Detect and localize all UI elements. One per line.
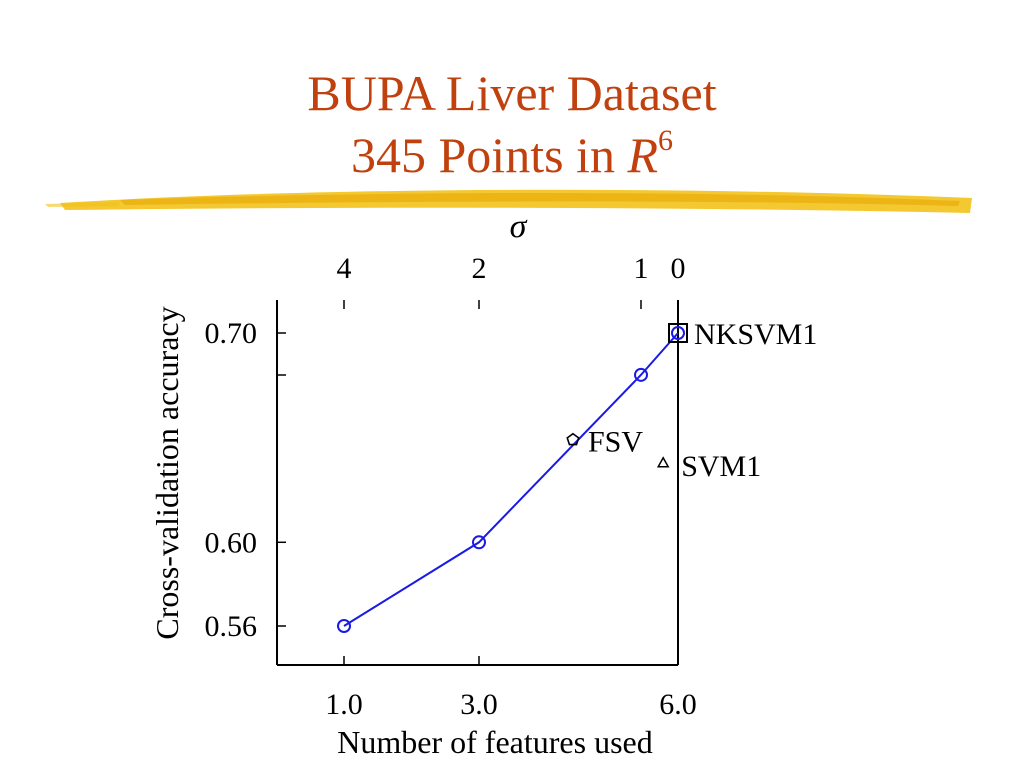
top-tick-label: 0 xyxy=(671,252,686,285)
x-axis-label: Number of features used xyxy=(337,724,652,760)
y-tick-label: 0.70 xyxy=(205,317,258,350)
top-axis-label: σ xyxy=(510,208,528,245)
pentagon-marker xyxy=(567,434,578,445)
y-axis-label: Cross-validation accuracy xyxy=(149,306,185,639)
top-tick-label: 1 xyxy=(634,252,649,285)
series-line xyxy=(344,333,678,626)
x-tick-label: 3.0 xyxy=(460,688,498,721)
method-point-svm1: SVM1 xyxy=(658,450,761,483)
x-tick-label: 1.0 xyxy=(325,688,363,721)
y-tick-label: 0.56 xyxy=(205,610,258,643)
top-tick-label: 4 xyxy=(337,252,352,285)
point-label: FSV xyxy=(588,426,643,459)
triangle-marker xyxy=(658,458,668,467)
point-label: SVM1 xyxy=(681,450,761,483)
point-label: NKSVM1 xyxy=(694,318,817,351)
x-tick-label: 6.0 xyxy=(659,688,697,721)
top-tick-label: 2 xyxy=(472,252,487,285)
y-tick-label: 0.60 xyxy=(205,526,258,559)
title-underline-brush xyxy=(45,190,972,213)
method-point-nksvm1: NKSVM1 xyxy=(669,318,817,351)
method-point-fsv: FSV xyxy=(567,426,643,459)
